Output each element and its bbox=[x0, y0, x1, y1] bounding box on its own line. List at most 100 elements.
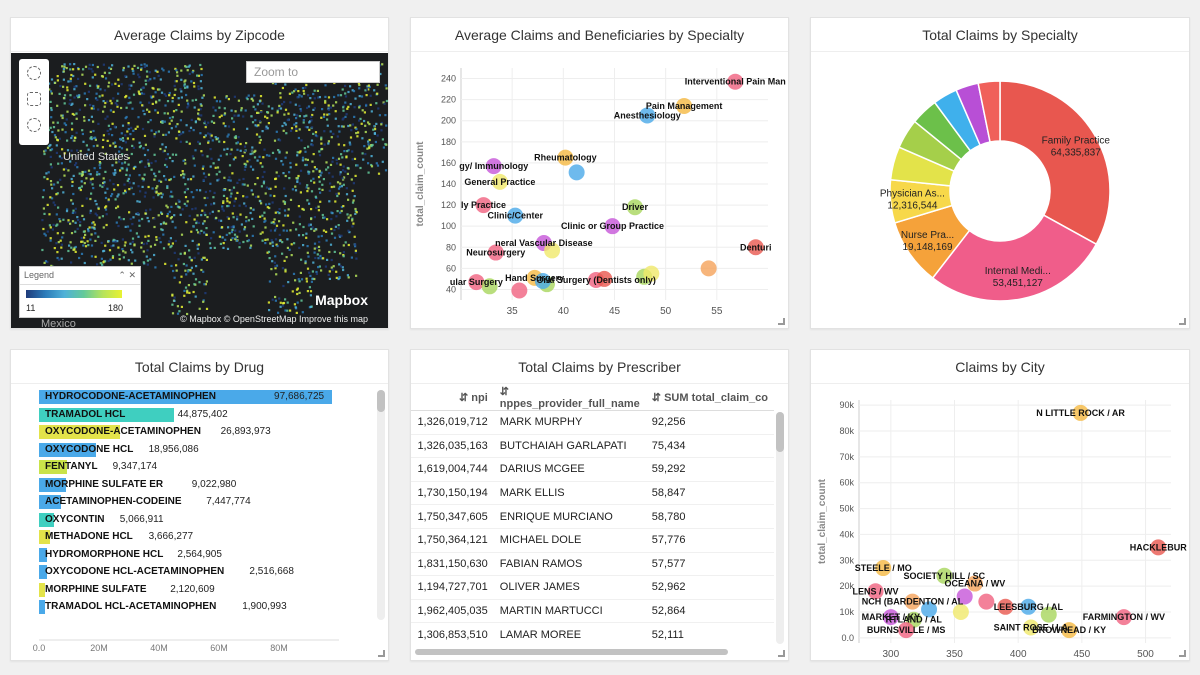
y-axis-label: total_claim_count bbox=[415, 141, 426, 227]
zip-dot bbox=[340, 125, 343, 128]
zip-dot bbox=[132, 182, 135, 185]
drug-scrollbar[interactable] bbox=[377, 390, 385, 620]
zip-dot bbox=[346, 219, 349, 222]
zip-dot bbox=[182, 159, 185, 162]
table-hscrollbar[interactable] bbox=[415, 649, 728, 655]
column-header-npi[interactable]: ⇵ npi bbox=[411, 385, 494, 411]
resize-handle[interactable] bbox=[778, 318, 785, 325]
zip-dot bbox=[335, 215, 338, 218]
zip-dot bbox=[131, 251, 134, 254]
drug-label: FENTANYL bbox=[45, 461, 98, 472]
zip-dot bbox=[318, 240, 321, 244]
circle-select-icon[interactable] bbox=[27, 66, 41, 80]
zip-dot bbox=[290, 243, 293, 246]
drug-value: 3,666,277 bbox=[148, 531, 194, 542]
city-scatter-chart[interactable]: 300 350 400 450 5000.010k20k30k40k50k60k70k8… bbox=[811, 385, 1189, 660]
close-icon[interactable]: ✕ bbox=[128, 270, 136, 280]
zip-dot bbox=[212, 162, 215, 165]
zip-dot bbox=[163, 112, 166, 115]
drug-bar-row[interactable]: HYDROMORPHONE HCL 2,564,905 bbox=[39, 547, 339, 562]
drug-bar-row[interactable]: OXYCONTIN 5,066,911 bbox=[39, 512, 339, 527]
zip-dot bbox=[122, 69, 125, 72]
resize-handle[interactable] bbox=[1179, 318, 1186, 325]
drug-bar bbox=[39, 425, 120, 439]
zip-dot bbox=[156, 111, 159, 114]
drug-bar-row[interactable]: METHADONE HCL 3,666,277 bbox=[39, 530, 339, 544]
zip-dot bbox=[297, 174, 300, 178]
zip-dot bbox=[330, 136, 333, 139]
table-vscrollbar[interactable] bbox=[776, 412, 784, 644]
zip-dot bbox=[175, 69, 178, 72]
column-header-sum[interactable]: ⇵ SUM total_claim_co bbox=[645, 385, 774, 411]
drug-bar-row[interactable]: HYDROCODONE-ACETAMINOPHEN 97,686,725 bbox=[39, 390, 339, 404]
x-tick-label: 80M bbox=[270, 643, 288, 653]
zip-dot bbox=[67, 80, 70, 83]
chevron-up-icon[interactable]: ⌃ bbox=[118, 270, 126, 280]
zip-dot bbox=[162, 133, 165, 136]
lasso-select-icon[interactable] bbox=[27, 118, 41, 132]
zip-dot bbox=[87, 90, 90, 93]
polygon-select-icon[interactable] bbox=[27, 92, 41, 106]
table-row[interactable]: 1,831,150,630 FABIAN RAMOS 57,577 bbox=[411, 552, 774, 577]
drug-bar-row[interactable]: FENTANYL 9,347,174 bbox=[39, 460, 339, 474]
drug-bar-row[interactable]: TRAMADOL HCL-ACETAMINOPHEN 1,900,993 bbox=[39, 600, 339, 614]
zip-dot bbox=[381, 160, 384, 163]
drug-bar-row[interactable]: ACETAMINOPHEN-CODEINE 7,447,774 bbox=[39, 495, 339, 509]
specialty-scatter-chart[interactable]: 35 40 45 50 55406080100120140160180200220240… bbox=[411, 53, 788, 328]
table-row[interactable]: 1,326,035,163 BUTCHAIAH GARLAPATI 75,434 bbox=[411, 434, 774, 459]
zip-dot bbox=[349, 85, 352, 88]
zip-dot bbox=[337, 224, 340, 227]
zip-dot bbox=[350, 178, 353, 181]
zip-dot bbox=[338, 130, 341, 133]
drug-bar-row[interactable]: OXYCODONE HCL 18,956,086 bbox=[39, 442, 339, 457]
name-cell: OLIVER JAMES bbox=[493, 575, 646, 600]
zip-dot bbox=[164, 163, 167, 167]
zip-dot bbox=[172, 110, 176, 113]
zip-dot bbox=[248, 158, 251, 162]
zip-dot bbox=[46, 146, 50, 149]
npi-cell: 1,750,347,605 bbox=[411, 504, 494, 529]
zip-dot bbox=[338, 234, 341, 237]
donut-slice bbox=[999, 80, 1111, 246]
zip-dot bbox=[262, 180, 266, 183]
zip-dot bbox=[283, 100, 286, 104]
zip-dot bbox=[73, 139, 76, 142]
zipcode-map[interactable]: United States Mexico Zoom to Legend ⌃ ✕ … bbox=[11, 53, 388, 328]
zip-dot bbox=[227, 133, 230, 136]
table-row[interactable]: 1,730,150,194 MARK ELLIS 58,847 bbox=[411, 481, 774, 506]
zip-dot bbox=[344, 115, 347, 118]
table-row[interactable]: 1,326,019,712 MARK MURPHY 92,256 bbox=[411, 410, 774, 435]
drug-bar-row[interactable]: MORPHINE SULFATE 2,120,609 bbox=[39, 582, 339, 597]
table-row[interactable]: 1,750,347,605 ENRIQUE MURCIANO 58,780 bbox=[411, 504, 774, 529]
resize-handle[interactable] bbox=[378, 650, 385, 657]
panel-title: Total Claims by Drug bbox=[11, 350, 388, 384]
drug-bar-row[interactable]: MORPHINE SULFATE ER 9,022,980 bbox=[39, 477, 339, 492]
zip-dot bbox=[150, 129, 153, 132]
zip-dot bbox=[108, 249, 112, 252]
zip-dot bbox=[327, 96, 331, 99]
map-attribution[interactable]: © Mapbox © OpenStreetMap Improve this ma… bbox=[180, 314, 368, 324]
zip-dot bbox=[171, 195, 174, 198]
point-label: Interventional Pain Man bbox=[685, 77, 786, 87]
zip-dot bbox=[327, 142, 330, 145]
zip-dot bbox=[96, 98, 99, 101]
drug-bar-row[interactable]: OXYCODONE-ACETAMINOPHEN 26,893,973 bbox=[39, 425, 339, 439]
drug-bar-row[interactable]: TRAMADOL HCL 44,875,402 bbox=[39, 407, 339, 422]
prescriber-table-panel: Total Claims by Prescriber ⇵ npi ⇵ nppes… bbox=[410, 349, 789, 661]
zip-dot bbox=[349, 103, 352, 106]
resize-handle[interactable] bbox=[1179, 650, 1186, 657]
table-row[interactable]: 1,194,727,701 OLIVER JAMES 52,962 bbox=[411, 575, 774, 600]
zip-dot bbox=[244, 205, 247, 208]
table-row[interactable]: 1,962,405,035 MARTIN MARTUCCI 52,864 bbox=[411, 599, 774, 624]
drug-bar-row[interactable]: OXYCODONE HCL-ACETAMINOPHEN 2,516,668 bbox=[39, 565, 339, 579]
zip-dot bbox=[170, 205, 173, 208]
table-row[interactable]: 1,306,853,510 LAMAR MOREE 52,111 bbox=[411, 622, 774, 646]
zip-dot bbox=[293, 123, 296, 126]
column-header-name[interactable]: ⇵ nppes_provider_full_name bbox=[493, 385, 646, 411]
map-canvas[interactable] bbox=[11, 53, 388, 328]
resize-handle[interactable] bbox=[778, 650, 785, 657]
table-row[interactable]: 1,619,004,744 DARIUS MCGEE 59,292 bbox=[411, 457, 774, 482]
zoom-to-input[interactable]: Zoom to bbox=[246, 61, 380, 83]
table-row[interactable]: 1,750,364,121 MICHAEL DOLE 57,776 bbox=[411, 528, 774, 553]
